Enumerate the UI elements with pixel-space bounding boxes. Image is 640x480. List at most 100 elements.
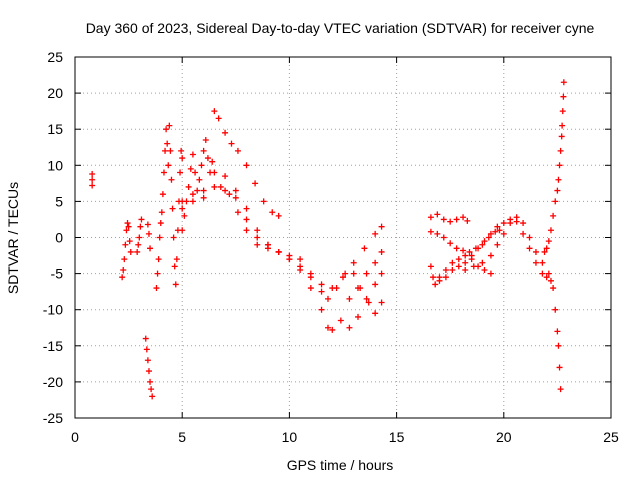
data-point-marker (243, 227, 250, 234)
data-point-marker (559, 122, 566, 129)
data-point-marker (552, 306, 559, 313)
data-point-marker (286, 252, 293, 259)
y-axis-title: SDTVAR / TECUs (5, 182, 21, 294)
data-point-marker (163, 126, 170, 133)
data-point-marker (539, 259, 546, 266)
data-point-marker (122, 241, 129, 248)
data-point-marker (453, 216, 460, 223)
data-point-marker (449, 266, 456, 273)
data-point-marker (543, 245, 550, 252)
data-point-marker (479, 259, 486, 266)
data-point-marker (556, 162, 563, 169)
data-point-marker (342, 270, 349, 277)
data-point-marker (559, 108, 566, 115)
x-tick-label: 0 (71, 429, 79, 445)
data-point-marker (432, 281, 439, 288)
data-point-marker (178, 147, 185, 154)
data-point-marker (436, 277, 443, 284)
series-late-track-c (427, 252, 494, 288)
x-tick-label: 10 (282, 429, 298, 445)
data-point-marker (547, 277, 554, 284)
data-point-marker (372, 259, 379, 266)
data-point-marker (179, 205, 186, 212)
data-point-marker (189, 191, 196, 198)
data-point-marker (532, 248, 539, 255)
data-point-marker (555, 176, 562, 183)
y-tick-label: 15 (47, 121, 63, 137)
data-point-marker (148, 386, 155, 393)
data-point-marker (479, 241, 486, 248)
data-point-marker (346, 295, 353, 302)
data-point-marker (234, 147, 241, 154)
series-late-track-b (427, 227, 503, 255)
y-tick-label: 25 (47, 49, 63, 65)
data-point-marker (155, 256, 162, 263)
data-point-marker (434, 211, 441, 218)
data-point-marker (144, 357, 151, 364)
y-tick-label: -5 (51, 266, 64, 282)
data-point-marker (89, 182, 96, 189)
data-point-marker (125, 223, 132, 230)
data-point-marker (143, 346, 150, 353)
data-point-marker (215, 115, 222, 122)
data-point-marker (442, 266, 449, 273)
data-point-marker (167, 147, 174, 154)
data-point-marker (449, 259, 456, 266)
data-point-marker (372, 310, 379, 317)
data-point-marker (156, 234, 163, 241)
data-point-marker (462, 259, 469, 266)
data-point-marker (329, 285, 336, 292)
data-point-marker (556, 364, 563, 371)
series-late-track-e (462, 214, 564, 393)
data-point-marker (545, 270, 552, 277)
data-point-marker (189, 198, 196, 205)
data-point-marker (187, 165, 194, 172)
data-point-marker (164, 140, 171, 147)
data-point-marker (468, 252, 475, 259)
data-point-marker (363, 295, 370, 302)
y-tick-label: -10 (43, 302, 63, 318)
chart-title: Day 360 of 2023, Sidereal Day-to-day VTE… (86, 20, 595, 36)
data-point-marker (275, 212, 282, 219)
data-point-marker (427, 214, 434, 221)
data-point-marker (179, 227, 186, 234)
data-point-marker (481, 238, 488, 245)
series-track-3 (179, 183, 385, 333)
data-point-marker (378, 248, 385, 255)
y-tick-label: 0 (55, 230, 63, 246)
data-point-marker (149, 393, 156, 400)
data-point-marker (434, 230, 441, 237)
data-point-marker (539, 270, 546, 277)
data-point-marker (142, 335, 149, 342)
data-point-marker (211, 169, 218, 176)
series-end-rise (541, 79, 567, 255)
data-point-marker (350, 259, 357, 266)
data-point-marker (260, 198, 267, 205)
data-point-marker (177, 169, 184, 176)
data-point-marker (297, 256, 304, 263)
data-point-marker (430, 274, 437, 281)
x-axis-ticks: 0 5 10 15 20 25 (71, 57, 619, 445)
data-point-marker (147, 245, 154, 252)
data-point-marker (363, 270, 370, 277)
data-point-marker (119, 274, 126, 281)
data-point-marker (526, 234, 533, 241)
series-late-track-a (427, 211, 471, 225)
data-point-marker (243, 216, 250, 223)
data-point-marker (198, 162, 205, 169)
data-point-marker (275, 248, 282, 255)
data-point-marker (194, 187, 201, 194)
data-point-marker (365, 299, 372, 306)
series-isolated-start (89, 170, 96, 189)
data-point-marker (378, 299, 385, 306)
series-spike-cluster-b (179, 137, 216, 234)
data-point-marker (554, 187, 561, 194)
series-track-4 (217, 183, 385, 331)
data-point-marker (226, 191, 233, 198)
data-point-marker (447, 240, 454, 247)
data-point-marker (357, 285, 364, 292)
data-point-marker (196, 176, 203, 183)
series-early-cluster (119, 216, 154, 281)
data-point-marker (346, 324, 353, 331)
data-point-marker (159, 191, 166, 198)
